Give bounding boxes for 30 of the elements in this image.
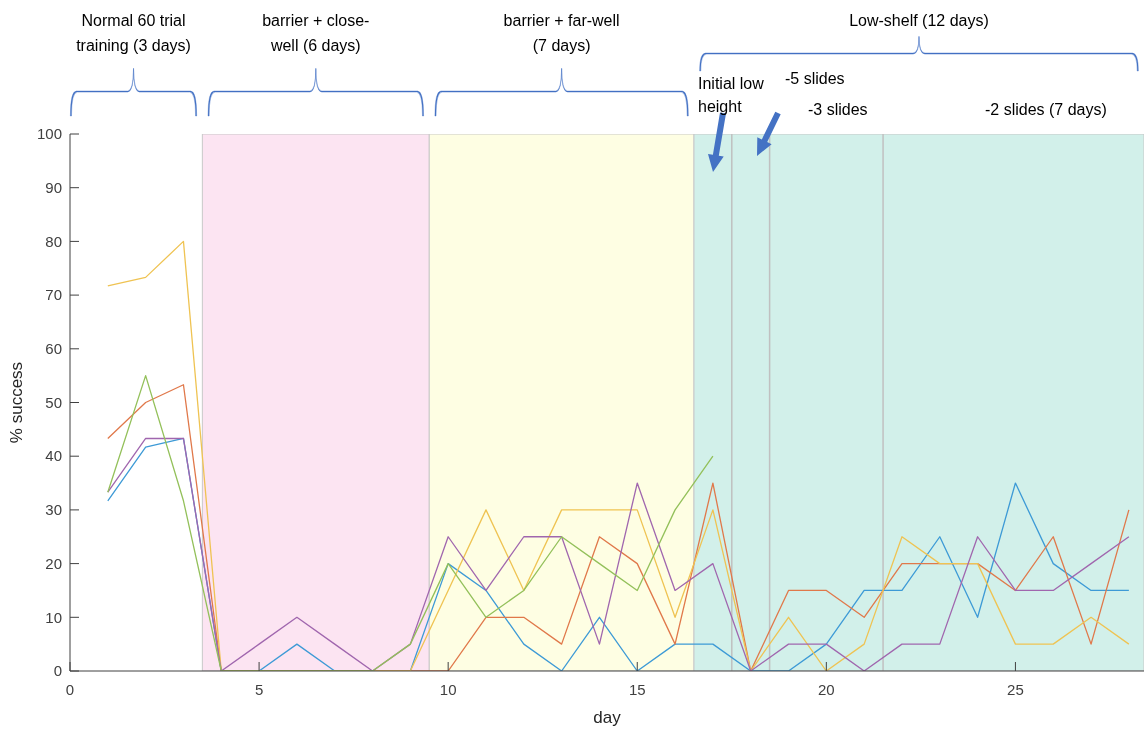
y-tick-label: 100 [36,125,62,143]
y-tick-label: 80 [45,232,62,250]
y-axis-title: % success [6,361,26,444]
x-axis-title: day [593,707,622,727]
text: -2 slides (7 days) [985,99,1108,120]
x-tick-label: 10 [439,681,457,699]
text: -5 slides [785,68,846,89]
text: barrier + close-well (6 days) [261,10,371,56]
x-tick-label: 0 [65,681,75,699]
y-tick-label: 90 [45,178,62,196]
text: barrier + far-well (7 days) [502,10,621,56]
text: Normal 60 trial training (3 days) [75,10,192,56]
x-tick-label: 15 [628,681,646,699]
line-series [107,437,1130,671]
y-tick-label: 50 [45,393,62,411]
y-tick-label: 0 [53,662,62,680]
line-series [107,240,1130,671]
text: Initial low height [698,73,765,117]
text: -3 slides [808,99,869,120]
x-tick-label: 20 [817,681,835,699]
y-tick-label: 30 [45,501,62,519]
text: Low-shelf (12 days) [848,10,990,31]
y-tick-label: 40 [45,447,62,465]
y-tick-label: 10 [45,608,62,626]
x-tick-label: 25 [1007,681,1024,699]
y-tick-label: 20 [45,554,62,572]
x-tick-label: 5 [254,681,264,699]
y-tick-label: 70 [45,286,62,304]
y-tick-label: 60 [45,340,62,358]
line-series [107,384,1130,671]
